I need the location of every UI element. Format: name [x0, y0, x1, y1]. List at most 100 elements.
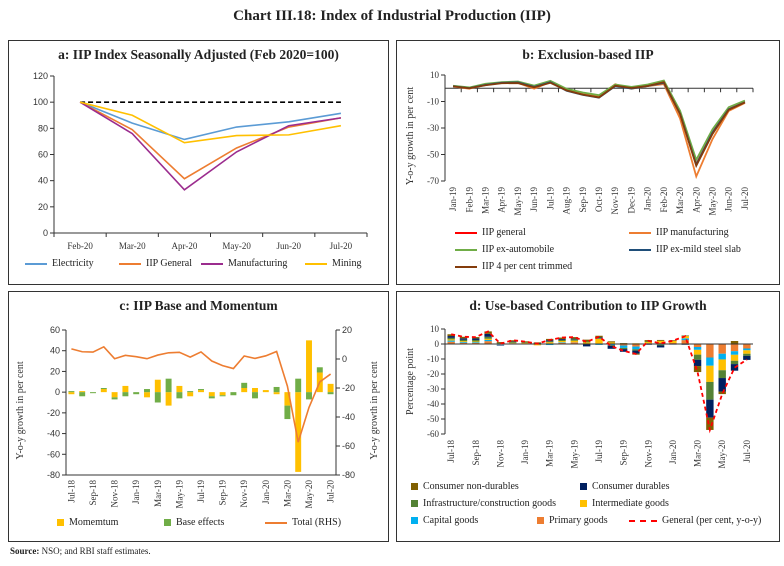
y-tick-label: 20 [38, 202, 48, 212]
bar-momemtum [241, 388, 248, 393]
y-tick-label: -40 [47, 429, 60, 439]
legend-intermediate-goods: Intermediate goods [580, 498, 669, 509]
legend-consumer-non-durables: Consumer non-durables [411, 481, 519, 492]
bar-base-effects [198, 389, 204, 391]
panel-c-title: c: IIP Base and Momentum [119, 298, 278, 313]
bar-consumer-non-durables [730, 341, 739, 344]
bar-primary-goods [459, 342, 468, 344]
series-line-electricity [79, 101, 342, 141]
panel-b-title: b: Exclusion-based IIP [522, 47, 654, 62]
bar-consumer-durables [459, 338, 468, 340]
x-tick-label: Sep-18 [88, 480, 98, 506]
bar-momemtum [122, 385, 129, 393]
legend-swatch [537, 517, 544, 524]
bar-momemtum [187, 392, 194, 397]
y-tick-label: -40 [342, 412, 355, 422]
y-tick-label: -60 [342, 441, 355, 451]
y-axis-label: Percentage point [405, 348, 416, 415]
bar-infrastructure-construction-goods [693, 354, 702, 360]
series-line-mining [79, 101, 342, 144]
bar-consumer-durables [743, 355, 751, 360]
bar-momemtum [176, 385, 183, 393]
x-tick-label: Jul-18 [66, 480, 76, 503]
bar-consumer-non-durables [484, 331, 492, 334]
x-tick-label: Jan-20 [668, 440, 678, 464]
bar-consumer-non-durables [521, 341, 529, 343]
series-line-iip-general [79, 101, 342, 180]
y-tick-label: 0 [435, 339, 440, 349]
panel-d-use-based: -60 -50 -40 -30 -20 -10 0 10 Percentage point Jul… [396, 291, 780, 542]
bar-intermediate-goods [669, 340, 677, 343]
bar-infrastructure-construction-goods [546, 341, 554, 343]
bar-base-effects [241, 382, 248, 388]
bar-base-effects [187, 391, 194, 393]
bar-intermediate-goods [570, 340, 579, 343]
bar-capital-goods [558, 342, 566, 343]
x-tick-label: Oct-19 [594, 187, 604, 212]
bar-infrastructure-construction-goods [706, 381, 714, 400]
bar-infrastructure-construction-goods [570, 339, 579, 341]
bar-infrastructure-construction-goods [447, 337, 455, 340]
bar-primary-goods [693, 344, 702, 347]
bar-consumer-non-durables [706, 417, 714, 430]
bar-momemtum [198, 390, 204, 393]
y-tick-label: 0 [43, 228, 48, 238]
x-tick-label: Jul-19 [594, 440, 604, 463]
bar-base-effects [316, 367, 323, 373]
y-tick-label: 40 [38, 176, 48, 186]
y-tick-label: 0 [55, 387, 60, 397]
bar-consumer-non-durables [595, 335, 603, 338]
bar-momemtum [208, 392, 215, 397]
legend-label: General (per cent, y-o-y) [662, 515, 762, 526]
x-tick-label: Mar-20 [693, 440, 703, 467]
legend-iip-ex-mild-steel: IIP ex-mild steel slab [629, 244, 741, 255]
bar-consumer-non-durables [718, 391, 726, 395]
bar-momemtum [154, 379, 161, 393]
legend-swatch [164, 519, 171, 526]
x-tick-label: Sep-19 [619, 440, 629, 466]
bar-momemtum [284, 392, 291, 406]
bar-primary-goods [669, 342, 677, 344]
legend-swatch [265, 521, 287, 524]
bar-base-effects [295, 378, 302, 393]
bar-intermediate-goods [743, 350, 751, 354]
y-tick-label: 100 [33, 97, 48, 107]
bar-capital-goods [447, 340, 455, 342]
x-tick-label: Jan-20 [261, 480, 271, 504]
x-tick-label: Jul-20 [330, 241, 353, 251]
legend-label: Intermediate goods [592, 498, 669, 509]
x-tick-label: Sep-19 [218, 480, 228, 506]
bar-momemtum [252, 388, 258, 393]
bar-capital-goods [693, 347, 702, 350]
bar-momemtum [165, 392, 172, 406]
bar-consumer-non-durables [656, 339, 665, 341]
bar-consumer-durables [447, 336, 455, 338]
y-tick-label: 20 [50, 366, 60, 376]
x-tick-label: Jul-19 [196, 480, 206, 503]
legend-total-rhs: Total (RHS) [265, 517, 341, 528]
bar-intermediate-goods [656, 340, 665, 343]
x-tick-label: Apr-20 [691, 187, 701, 213]
x-tick-label: Jan-19 [448, 187, 458, 211]
x-tick-label: Jun-20 [724, 187, 734, 212]
legend-swatch [25, 262, 47, 265]
x-tick-label: Jan-19 [520, 440, 530, 464]
x-tick-label: Mar-20 [119, 241, 146, 251]
bar-intermediate-goods [546, 342, 554, 344]
bar-consumer-non-durables [607, 341, 616, 343]
series-line-iip-4-per-cent-trimmed [453, 81, 746, 169]
bar-primary-goods [484, 341, 492, 344]
x-tick-label: May-20 [304, 480, 314, 509]
legend-label: IIP ex-mild steel slab [656, 244, 741, 255]
x-tick-label: Jul-20 [326, 480, 336, 503]
bar-intermediate-goods [706, 365, 714, 382]
bar-momemtum [79, 391, 86, 393]
y-tick-label: 80 [38, 123, 48, 133]
x-tick-label: May-19 [174, 480, 184, 509]
bar-intermediate-goods [644, 342, 652, 344]
x-tick-label: Dec-19 [626, 187, 636, 214]
bar-consumer-non-durables [570, 337, 579, 339]
bar-consumer-durables [632, 350, 640, 354]
bar-consumer-durables [656, 345, 665, 348]
x-tick-label: May-20 [717, 440, 727, 469]
